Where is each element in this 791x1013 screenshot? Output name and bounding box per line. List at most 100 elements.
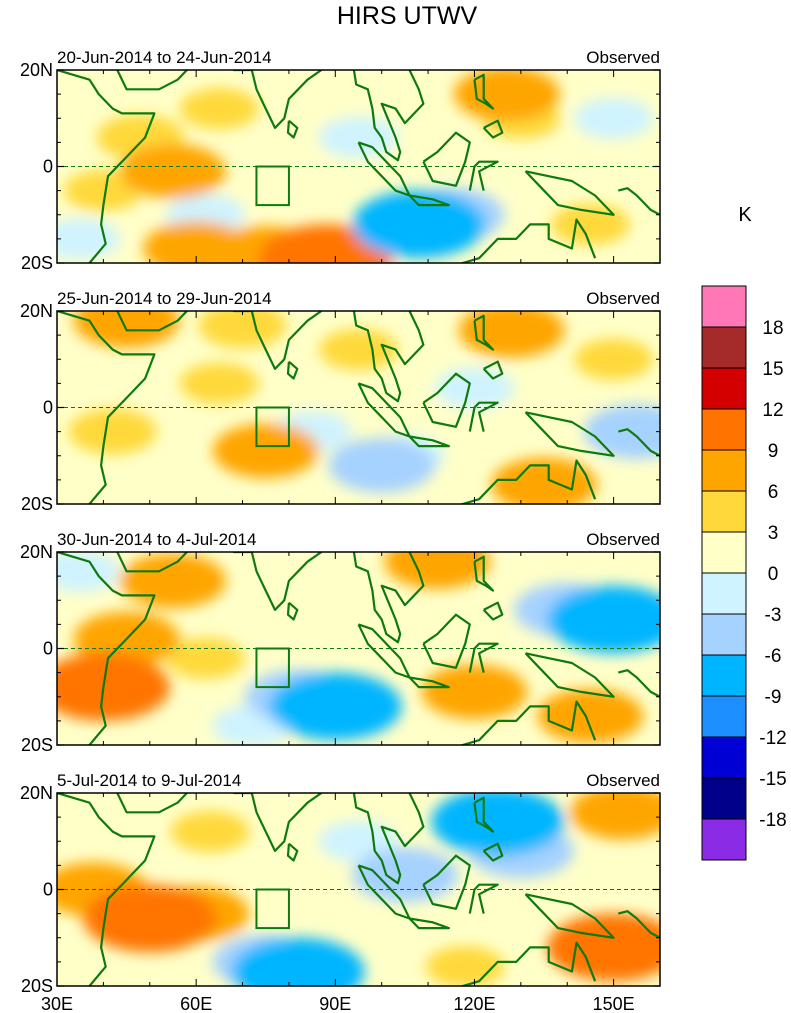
coastline-borneo [422,131,471,187]
y-tick-label: 20N [20,60,53,80]
anomaly-field [57,552,660,745]
coastline-india [233,793,323,852]
anomaly-blob [268,672,402,741]
coastline-luzon [473,555,495,592]
colorbar-swatch [701,449,747,492]
colorbar-label: -18 [759,810,786,831]
anomaly-blob [431,793,565,856]
map-panel: 20-Jun-2014 to 24-Jun-2014 Observed 20N 0 20… [20,48,661,273]
coastline-borneo [422,372,471,428]
anomaly-blob [57,218,120,260]
coastline-ceylon [286,119,299,139]
coastline-africa [57,70,156,263]
coastline-australia [458,218,597,263]
colorbar-swatch [701,326,747,369]
colorbar-unit-label: K [738,204,752,226]
colorbar-label: 12 [762,400,783,421]
coastline-arabia [116,70,188,91]
panel-label: Observed [586,771,660,790]
coastline-burma [352,70,425,162]
anomaly-blob [143,221,250,263]
colorbar-label: 6 [768,482,779,503]
coastline-luzon [473,314,495,351]
coastline-java [408,194,450,207]
anomaly-blob [179,88,259,130]
anomaly-blob [68,408,157,455]
coastline-australia [458,459,597,504]
coastline-burma [352,311,425,403]
coastline-newguinea [524,411,615,457]
coastline-india [233,70,323,129]
coastline-ceylon [286,842,299,862]
coastline-borneo [422,613,471,669]
anomaly-blob [57,653,170,721]
anomaly-blob [583,404,660,459]
coastlines [57,70,660,263]
colorbar-swatch [701,654,747,697]
colorbar-swatch [701,613,747,656]
colorbar: 18 15 12 9 6 3 0 -3 -6 -9 -12 -15 -18 [701,285,787,861]
anomaly-blob [550,203,630,245]
coastline-africa [57,793,156,986]
colorbar-swatch [701,736,747,779]
colorbar-label: 0 [768,564,779,585]
x-axis: 30E 60E 90E 120E 150E [41,994,635,1013]
colorbar-swatch [701,285,747,328]
anomaly-blob [351,847,458,903]
coastline-india [233,311,323,370]
coastline-africa [57,311,156,504]
coastline-sulawesi [468,401,499,432]
anomaly-blob [319,116,398,159]
coastline-java [408,435,450,448]
panel-period: 25-Jun-2014 to 29-Jun-2014 [57,289,272,308]
coastline-luzon [473,73,495,110]
y-tick-label: 20S [21,253,53,273]
coastline-java [408,676,450,689]
coastline-arabia [116,793,188,814]
coastline-islands [618,428,660,457]
colorbar-label: -15 [759,769,786,790]
x-tick-label: 120E [453,994,495,1013]
colorbar-label: 3 [768,523,779,544]
colorbar-label: -3 [765,605,782,626]
target-box [255,165,290,207]
anomaly-blob [453,70,560,122]
anomaly-blob [574,338,654,380]
coastline-sulawesi [468,883,499,914]
coastline-mindanao [482,119,504,139]
x-tick-label: 150E [593,994,635,1013]
coastline-java [408,917,450,930]
coastline-mindanao [482,601,504,621]
anomaly-blob [491,457,597,504]
colorbar-swatch [701,408,747,451]
coastline-burma [352,793,425,885]
chart-title: HIRS UTWV [337,2,478,30]
coastline-islands [618,187,660,216]
coastlines [57,552,660,745]
anomaly-blob [170,811,250,853]
coastlines [57,793,660,986]
map-panel: 25-Jun-2014 to 29-Jun-2014 Observed 20N 0 20… [20,289,661,514]
y-tick-label: 20S [21,494,53,514]
y-tick-label: 0 [43,639,53,659]
anomaly-blob [231,937,365,986]
colorbar-swatch [701,818,747,861]
coastline-india [233,552,323,611]
panel-label: Observed [586,289,660,308]
anomaly-blob [458,311,565,358]
x-tick-label: 60E [180,994,212,1013]
coastline-luzon [473,796,495,833]
coastline-borneo [422,854,471,910]
anomaly-blob [120,553,226,609]
anomaly-blob [179,362,259,404]
panel-label: Observed [586,48,660,67]
y-tick-label: 0 [43,880,53,900]
anomaly-blob [421,664,528,720]
anomaly-blob [547,913,660,982]
anomaly-blob [328,438,435,493]
target-box [255,406,290,448]
target-box [255,888,290,930]
coastline-ceylon [286,601,299,621]
coastline-newguinea [524,893,615,939]
